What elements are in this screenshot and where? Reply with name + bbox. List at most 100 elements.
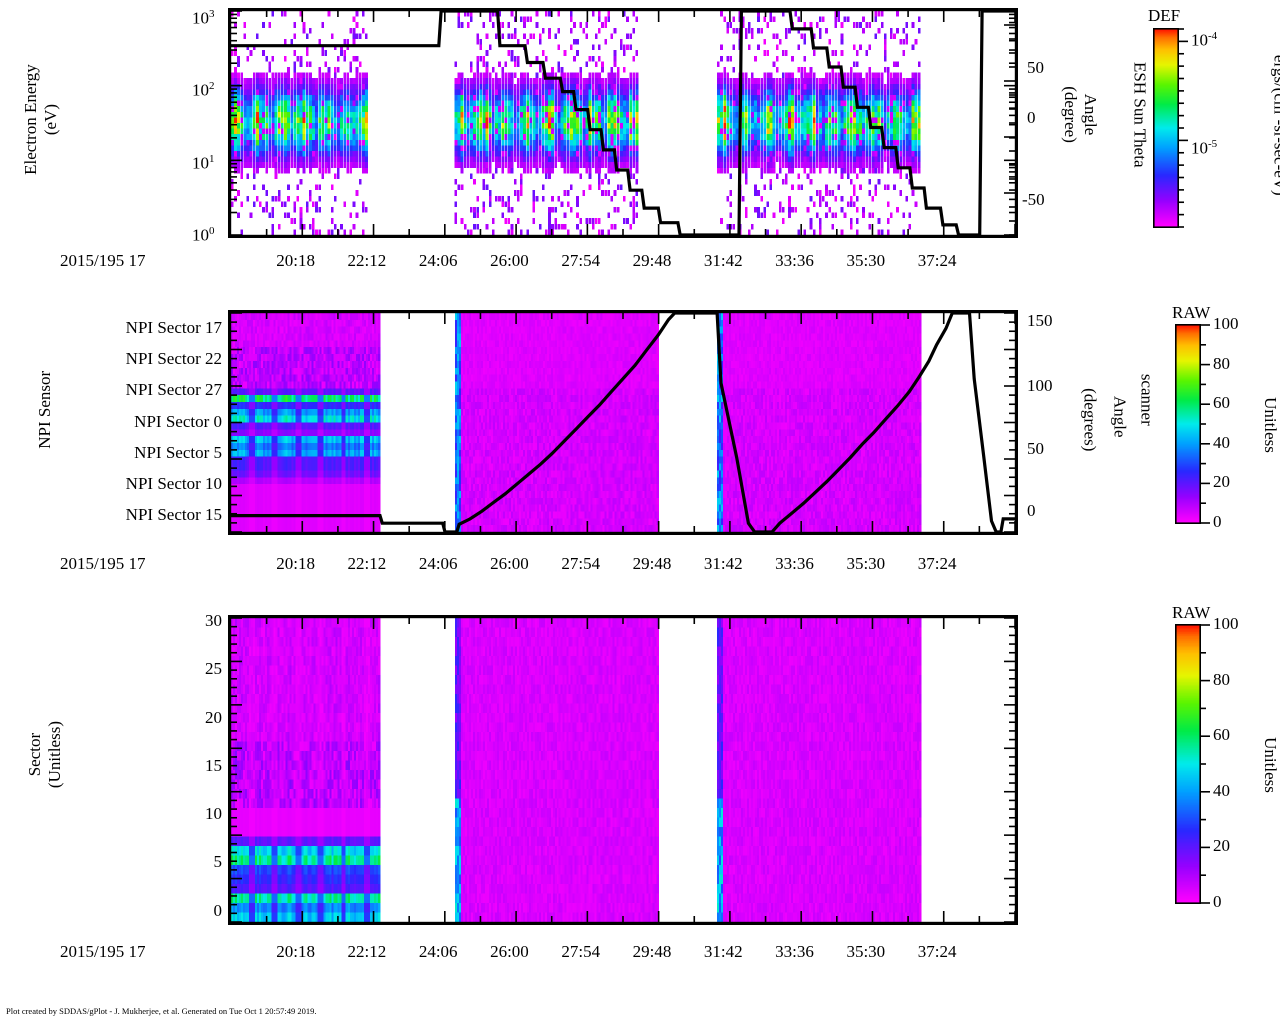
- panel2-ytick-npi-sector-17: NPI Sector 17: [126, 318, 222, 338]
- colorbar-tick-100: 100: [1213, 314, 1239, 334]
- xaxis-tick-31:42: 31:42: [704, 942, 743, 962]
- xaxis-tick-27:54: 27:54: [561, 554, 600, 574]
- xaxis-tick-27:54: 27:54: [561, 942, 600, 962]
- panel1-right-axis-title-line1: ESH Sun Theta: [1131, 62, 1150, 167]
- colorbar-tick-40: 40: [1213, 781, 1230, 801]
- colorbar-tick-0: 0: [1213, 512, 1222, 532]
- panel3-colorbar-title: RAW: [1172, 603, 1210, 623]
- panel1-left-axis-title-line2: (eV): [40, 65, 60, 176]
- xaxis-tick-24:06: 24:06: [419, 554, 458, 574]
- panel1-colorbar-tick-1e-5: 10-5: [1191, 138, 1217, 159]
- panel3-ytick-5: 5: [0, 852, 223, 872]
- panel2-right-tick-0: 0: [1027, 501, 1036, 521]
- colorbar-tick-60: 60: [1213, 393, 1230, 413]
- panel3-spectrogram-cells: [231, 618, 922, 922]
- xaxis-tick-22:12: 22:12: [348, 942, 387, 962]
- footer-credit: Plot created by SDDAS/gPlot - J. Mukherj…: [6, 1006, 316, 1016]
- panel2-right-tick-100: 100: [1027, 376, 1053, 396]
- colorbar-tick-20: 20: [1213, 472, 1230, 492]
- panel1-colorbar-unit: ergs/(cm2-sr-sec-eV): [1160, 55, 1280, 196]
- panel-electron-energy: Electron Energy (eV) 103 102 101 100: [0, 0, 1280, 290]
- panel3-colorbar-unit: Unitless: [1190, 737, 1280, 793]
- panel1-left-axis-title: Electron Energy (eV): [0, 65, 140, 176]
- panel3-xaxis-start-label: 2015/195 17: [60, 942, 145, 962]
- panel2-plot: [228, 310, 1018, 536]
- colorbar-tick-80: 80: [1213, 670, 1230, 690]
- panel1-right-tick-neg50: -50: [1022, 190, 1045, 210]
- panel3-colorbar-ticks: [1201, 624, 1210, 904]
- panel2-ytick-npi-sector-15: NPI Sector 15: [126, 505, 222, 525]
- panel2-right-tick-150: 150: [1027, 311, 1053, 331]
- xaxis-tick-31:42: 31:42: [704, 554, 743, 574]
- panel3-plot: [228, 615, 1018, 925]
- panel3-ytick-15: 15: [0, 756, 222, 776]
- xaxis-tick-27:54: 27:54: [561, 251, 600, 271]
- xaxis-tick-37:24: 37:24: [918, 251, 957, 271]
- xaxis-tick-26:00: 26:00: [490, 554, 529, 574]
- panel3-ytick-10: 10: [0, 804, 222, 824]
- xaxis-tick-24:06: 24:06: [419, 251, 458, 271]
- xaxis-tick-22:12: 22:12: [348, 251, 387, 271]
- xaxis-tick-24:06: 24:06: [419, 942, 458, 962]
- panel3-ytick-0: 0: [0, 901, 223, 921]
- panel3-ytick-30: 30: [0, 611, 222, 631]
- colorbar-tick-40: 40: [1213, 433, 1230, 453]
- panel1-xaxis-start-label: 2015/195 17: [60, 251, 145, 271]
- panel2-ytick-npi-sector-10: NPI Sector 10: [126, 474, 222, 494]
- panel1-right-tick-50: 50: [1027, 58, 1044, 78]
- xaxis-tick-26:00: 26:00: [490, 251, 529, 271]
- xaxis-tick-20:18: 20:18: [276, 251, 315, 271]
- panel1-spectrogram-cells: [231, 11, 921, 235]
- panel2-colorbar-ticks: [1201, 324, 1210, 524]
- xaxis-tick-35:30: 35:30: [846, 554, 885, 574]
- panel2-right-axis-title-line1: scanner: [1138, 374, 1157, 426]
- panel3-ytick-20: 20: [0, 708, 222, 728]
- panel1-right-tick-0: 0: [1027, 108, 1036, 128]
- panel1-ticks: [231, 10, 1016, 236]
- xaxis-tick-33:36: 33:36: [775, 942, 814, 962]
- panel2-colorbar-unit-text: Unitless: [1261, 397, 1280, 453]
- xaxis-tick-37:24: 37:24: [918, 554, 957, 574]
- xaxis-tick-26:00: 26:00: [490, 942, 529, 962]
- panel1-ytick-10: 101: [192, 153, 215, 174]
- panel2-ytick-npi-sector-22: NPI Sector 22: [126, 349, 222, 369]
- colorbar-tick-0: 0: [1213, 892, 1222, 912]
- panel2-ytick-npi-sector-27: NPI Sector 27: [126, 380, 222, 400]
- panel2-overlay-line: [231, 311, 1015, 534]
- xaxis-tick-22:12: 22:12: [348, 554, 387, 574]
- panel2-colorbar-title: RAW: [1172, 303, 1210, 323]
- panel1-left-axis-title-line1: Electron Energy: [20, 65, 40, 176]
- panel2-right-tick-50: 50: [1027, 439, 1044, 459]
- panel3-frame: [228, 615, 1018, 925]
- xaxis-tick-29:48: 29:48: [633, 251, 672, 271]
- panel1-overlay-line: [231, 9, 1015, 237]
- xaxis-tick-35:30: 35:30: [846, 942, 885, 962]
- panel3-colorbar: [1175, 624, 1201, 904]
- panel2-colorbar: [1175, 324, 1201, 524]
- colorbar-tick-100: 100: [1213, 614, 1239, 634]
- panel2-spectrogram-cells: [231, 313, 922, 532]
- panel2-xaxis-start-label: 2015/195 17: [60, 554, 145, 574]
- xaxis-tick-20:18: 20:18: [276, 554, 315, 574]
- xaxis-tick-31:42: 31:42: [704, 251, 743, 271]
- panel2-left-axis-title: NPI Sensor: [0, 371, 125, 449]
- panel1-ytick-1000: 103: [192, 8, 215, 29]
- colorbar-tick-20: 20: [1213, 836, 1230, 856]
- panel1-colorbar-unit-text: ergs/(cm2-sr-sec-eV): [1271, 55, 1280, 196]
- xaxis-tick-35:30: 35:30: [846, 251, 885, 271]
- panel1-colorbar-ticks: [1179, 28, 1188, 228]
- panel-npi-sensor: NPI Sensor NPI Sector 17 NPI Sector 22 NPI…: [0, 290, 1280, 590]
- panel3-ytick-25: 25: [0, 659, 222, 679]
- colorbar-tick-80: 80: [1213, 354, 1230, 374]
- xaxis-tick-29:48: 29:48: [633, 942, 672, 962]
- xaxis-tick-29:48: 29:48: [633, 554, 672, 574]
- panel-sector: Sector (Unitless) 30 25 20 15 10 5 0 RAW 100 80…: [0, 590, 1280, 990]
- panel2-ytick-npi-sector-5: NPI Sector 5: [134, 443, 222, 463]
- colorbar-tick-60: 60: [1213, 725, 1230, 745]
- panel1-frame: [228, 8, 1018, 239]
- panel1-colorbar-tick-1e-4: 10-4: [1191, 30, 1217, 51]
- panel3-colorbar-unit-text: Unitless: [1261, 737, 1280, 793]
- xaxis-tick-37:24: 37:24: [918, 942, 957, 962]
- panel1-plot: [228, 8, 1018, 239]
